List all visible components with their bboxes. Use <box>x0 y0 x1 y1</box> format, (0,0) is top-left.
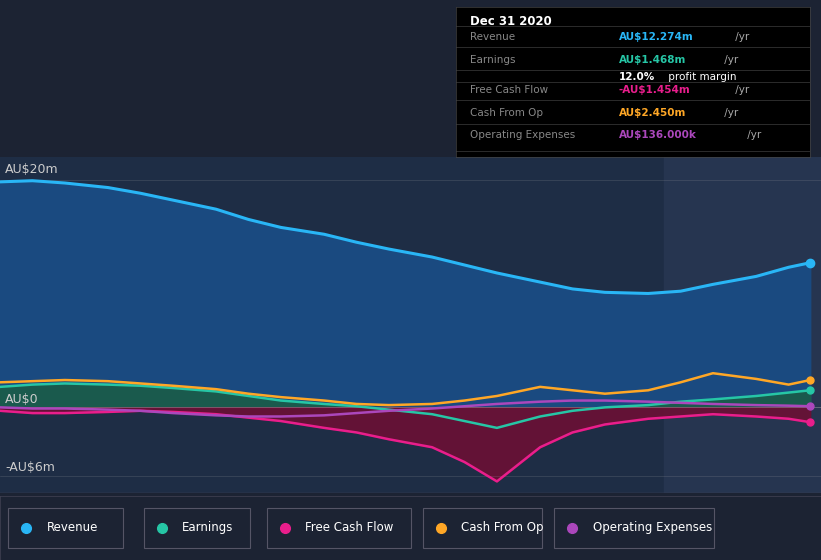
Text: Revenue: Revenue <box>47 521 99 534</box>
Text: AU$0: AU$0 <box>6 393 39 405</box>
Text: -AU$1.454m: -AU$1.454m <box>619 85 690 95</box>
Text: /yr: /yr <box>732 85 750 95</box>
Text: /yr: /yr <box>721 55 738 65</box>
Text: 12.0%: 12.0% <box>619 72 655 82</box>
Text: AU$136.000k: AU$136.000k <box>619 130 697 140</box>
Text: Revenue: Revenue <box>470 32 515 42</box>
Text: Cash From Op: Cash From Op <box>470 108 543 118</box>
Text: Earnings: Earnings <box>182 521 234 534</box>
Text: -AU$6m: -AU$6m <box>6 461 55 474</box>
Text: Operating Expenses: Operating Expenses <box>593 521 712 534</box>
Text: /yr: /yr <box>744 130 761 140</box>
Text: Cash From Op: Cash From Op <box>461 521 544 534</box>
Text: Free Cash Flow: Free Cash Flow <box>305 521 394 534</box>
Text: AU$12.274m: AU$12.274m <box>619 32 694 42</box>
Text: AU$20m: AU$20m <box>6 163 59 176</box>
Text: AU$1.468m: AU$1.468m <box>619 55 686 65</box>
Text: Operating Expenses: Operating Expenses <box>470 130 575 140</box>
Text: /yr: /yr <box>721 108 738 118</box>
Text: Dec 31 2020: Dec 31 2020 <box>470 15 552 28</box>
Text: AU$2.450m: AU$2.450m <box>619 108 686 118</box>
Text: /yr: /yr <box>732 32 750 42</box>
Text: Earnings: Earnings <box>470 55 516 65</box>
Text: profit margin: profit margin <box>665 72 736 82</box>
Bar <box>664 157 821 493</box>
Text: Free Cash Flow: Free Cash Flow <box>470 85 548 95</box>
